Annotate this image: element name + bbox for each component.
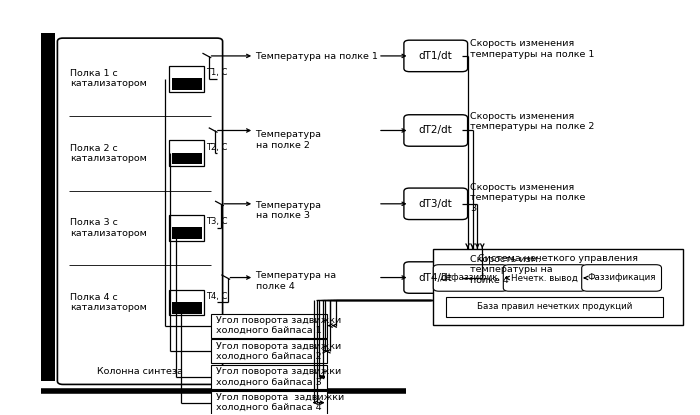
FancyBboxPatch shape — [582, 265, 661, 291]
Text: Угол поворота задвижки
холодного байпаса 2: Угол поворота задвижки холодного байпаса… — [216, 342, 341, 361]
Text: Угол поворота задвижки
холодного байпаса 3: Угол поворота задвижки холодного байпаса… — [216, 367, 341, 387]
FancyBboxPatch shape — [404, 262, 468, 293]
Bar — [446, 297, 663, 317]
Bar — [172, 78, 202, 90]
Text: Угол поворота  задвижки
холодного байпаса 4: Угол поворота задвижки холодного байпаса… — [216, 393, 344, 413]
Bar — [211, 339, 327, 363]
Text: Полка 2 с
катализатором: Полка 2 с катализатором — [70, 144, 147, 163]
FancyBboxPatch shape — [404, 115, 468, 146]
Text: Температура
на полке 3: Температура на полке 3 — [256, 201, 321, 220]
Text: Колонна синтеза: Колонна синтеза — [97, 367, 183, 376]
Text: Температура на полке 1: Температура на полке 1 — [256, 52, 379, 61]
Bar — [172, 302, 202, 314]
Text: Угол поворота задвижки
холодного байпаса 1: Угол поворота задвижки холодного байпаса… — [216, 316, 341, 335]
Text: База правил нечетких продукций: База правил нечетких продукций — [477, 303, 632, 311]
Text: T2, C: T2, C — [206, 142, 228, 151]
Bar — [169, 290, 204, 315]
Text: Температура на
полке 4: Температура на полке 4 — [256, 271, 337, 291]
Bar — [169, 66, 204, 92]
FancyBboxPatch shape — [404, 40, 468, 72]
Text: T1, C: T1, C — [206, 68, 228, 77]
Bar — [211, 391, 327, 415]
Bar — [41, 33, 55, 381]
Text: Фаззификация: Фаззификация — [587, 273, 656, 283]
Text: Температура
на полке 2: Температура на полке 2 — [256, 130, 321, 150]
Bar — [433, 249, 683, 325]
Text: Дефаззифик.: Дефаззифик. — [440, 273, 501, 283]
Text: Нечетк. вывод: Нечетк. вывод — [511, 273, 578, 283]
Text: T4, C: T4, C — [206, 292, 228, 300]
Text: T3, C: T3, C — [206, 217, 228, 226]
Text: Полка 3 с
катализатором: Полка 3 с катализатором — [70, 218, 147, 237]
FancyBboxPatch shape — [404, 188, 468, 220]
Text: Полка 1 с
катализатором: Полка 1 с катализатором — [70, 69, 147, 88]
Text: Система нечеткого управления: Система нечеткого управления — [478, 254, 638, 263]
FancyBboxPatch shape — [57, 38, 223, 384]
Bar — [169, 215, 204, 241]
Text: Скорость изменения
температуры на полке 1: Скорость изменения температуры на полке … — [470, 39, 595, 59]
Text: dT2/dt: dT2/dt — [419, 125, 453, 135]
Text: Скорость изм.
температуры на
полке 4: Скорость изм. температуры на полке 4 — [470, 255, 553, 285]
FancyBboxPatch shape — [503, 265, 586, 291]
Text: dT1/dt: dT1/dt — [419, 51, 453, 61]
Text: Скорость изменения
температуры на полке 2: Скорость изменения температуры на полке … — [470, 112, 595, 131]
Text: dT4/dt: dT4/dt — [419, 273, 453, 283]
Bar — [169, 140, 204, 166]
Bar — [172, 153, 202, 164]
Text: Скорость изменения
температуры на полке
3: Скорость изменения температуры на полке … — [470, 183, 586, 213]
Bar — [211, 314, 327, 338]
Bar — [211, 365, 327, 389]
FancyBboxPatch shape — [433, 265, 508, 291]
Text: dT3/dt: dT3/dt — [419, 199, 453, 209]
Bar — [172, 227, 202, 239]
Text: Полка 4 с
катализатором: Полка 4 с катализатором — [70, 293, 147, 312]
